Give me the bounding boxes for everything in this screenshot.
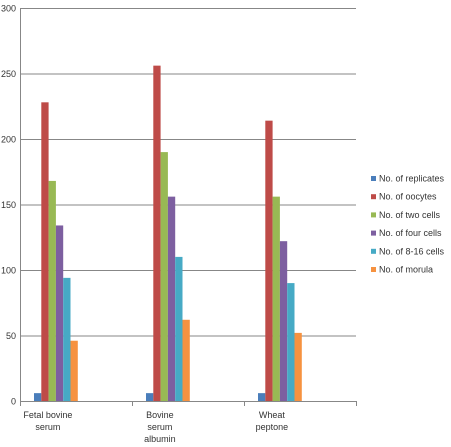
category-label: peptone bbox=[256, 422, 289, 432]
category-label: Fetal bovine bbox=[23, 410, 72, 420]
bar-no-of-two-cells bbox=[160, 152, 168, 401]
y-tick-label: 100 bbox=[1, 266, 16, 276]
bar-no-of-replicates bbox=[34, 393, 42, 401]
category-label: serum bbox=[147, 422, 172, 432]
bar-no-of-morula bbox=[294, 332, 302, 401]
bar-no-of-8-16-cells bbox=[175, 256, 183, 401]
legend-swatch bbox=[371, 176, 376, 181]
category-label: albumin bbox=[144, 434, 176, 444]
bar-no-of-8-16-cells bbox=[63, 277, 71, 401]
category-label: Wheat bbox=[259, 410, 286, 420]
bar-no-of-replicates bbox=[258, 393, 266, 401]
bar-no-of-four-cells bbox=[55, 225, 64, 401]
y-tick-label: 50 bbox=[6, 331, 16, 341]
legend-swatch bbox=[371, 194, 376, 200]
bar-no-of-morula bbox=[70, 340, 78, 401]
x-axis bbox=[20, 8, 357, 406]
bar-no-of-four-cells bbox=[167, 196, 176, 401]
bar-no-of-oocytes bbox=[41, 102, 49, 401]
y-tick-label: 0 bbox=[11, 397, 16, 407]
bars bbox=[34, 65, 302, 401]
bar-no-of-four-cells bbox=[279, 241, 288, 401]
legend-swatch bbox=[371, 248, 376, 254]
y-tick-label: 250 bbox=[1, 69, 16, 79]
bar-no-of-oocytes bbox=[153, 65, 161, 401]
legend-label: No. of two cells bbox=[379, 210, 441, 220]
legend: No. of replicates No. of oocytes No. of tw… bbox=[371, 174, 445, 275]
bar-no-of-two-cells bbox=[272, 196, 280, 401]
category-label: Bovine bbox=[146, 410, 174, 420]
legend-label: No. of oocytes bbox=[379, 192, 437, 202]
legend-swatch bbox=[371, 267, 376, 272]
legend-label: No. of morula bbox=[379, 265, 433, 275]
category-labels: Fetal bovine serum Bovine serum albumin Wheat… bbox=[23, 410, 288, 444]
y-tick-label: 200 bbox=[1, 135, 16, 145]
bar-no-of-oocytes bbox=[265, 120, 273, 401]
legend-label: No. of replicates bbox=[379, 174, 445, 184]
legend-swatch bbox=[371, 212, 376, 218]
legend-swatch bbox=[371, 230, 376, 236]
y-tick-label: 150 bbox=[1, 200, 16, 210]
y-tick-label: 300 bbox=[1, 4, 16, 14]
legend-label: No. of 8-16 cells bbox=[379, 246, 445, 256]
bar-no-of-8-16-cells bbox=[287, 283, 295, 401]
bar-no-of-replicates bbox=[146, 393, 154, 401]
bar-no-of-two-cells bbox=[48, 180, 56, 401]
category-label: serum bbox=[35, 422, 60, 432]
bar-no-of-morula bbox=[182, 319, 190, 401]
y-axis-ticks: 0 50 100 150 200 250 300 bbox=[1, 4, 16, 407]
legend-label: No. of four cells bbox=[379, 228, 442, 238]
